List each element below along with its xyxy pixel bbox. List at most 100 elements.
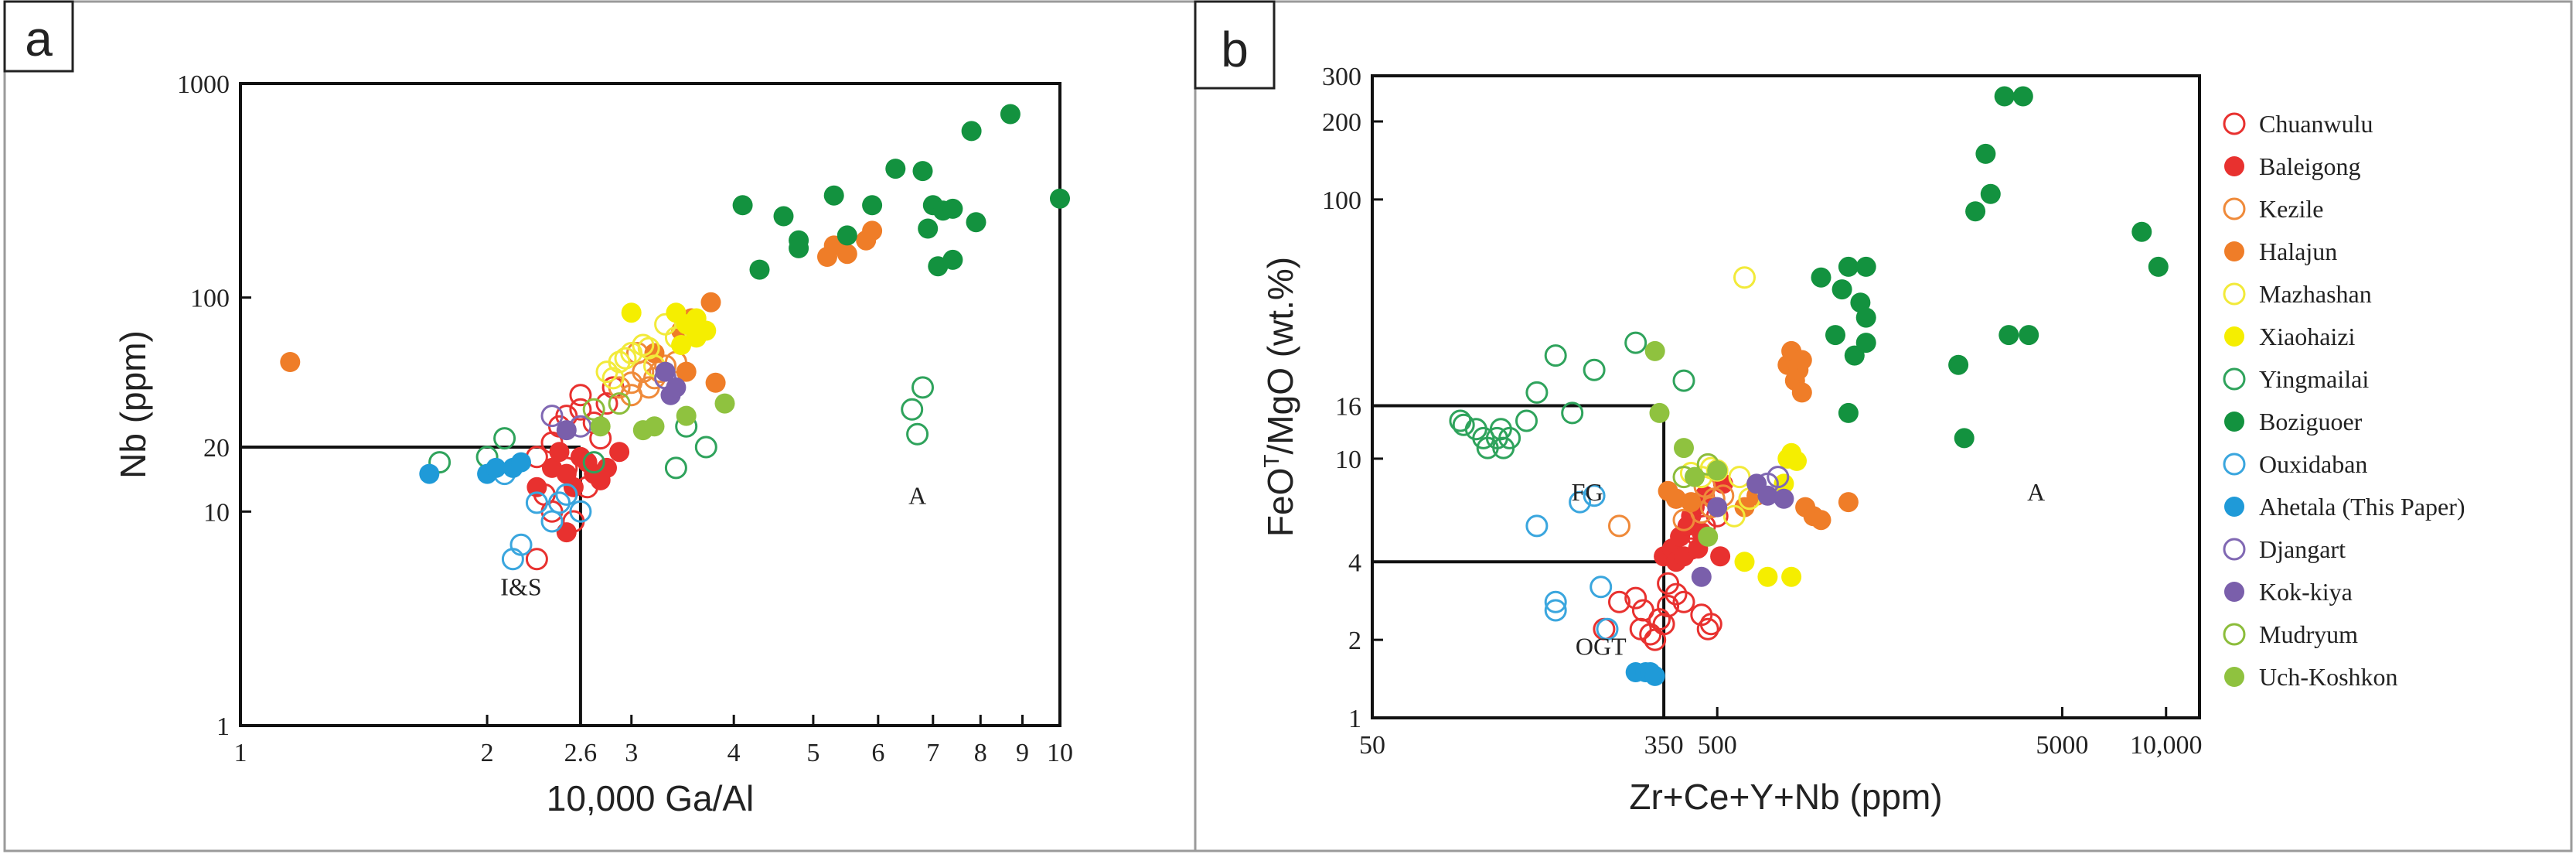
y-tick-label: 1000: [177, 70, 230, 99]
point-boziguoer: [773, 206, 794, 227]
plot-b-y-label-sup: T: [1259, 454, 1283, 467]
panel-b: b 50 350 500 5000 10,000 1 2 4 10 16 100 200 300 FG…: [1194, 0, 2465, 817]
point-kok-kiya: [1707, 497, 1728, 518]
point-ahetala: [486, 457, 506, 478]
legend-label: Ahetala (This Paper): [2259, 493, 2465, 521]
point-uch-koshkon: [1707, 460, 1728, 481]
plot-b-boundaries: [1372, 404, 1666, 718]
plot-a-y-label: Nb (ppm): [113, 330, 153, 479]
point-ouxidaban: [1569, 490, 1592, 514]
y-tick-label: 200: [1322, 108, 1361, 137]
point-boziguoer: [789, 237, 809, 258]
legend-marker: [2223, 453, 2246, 476]
point-chuanwulu: [1699, 613, 1722, 636]
point-boziguoer: [2148, 256, 2169, 277]
panel-b-label-box: [1194, 0, 1276, 90]
point-kok-kiya: [1774, 488, 1794, 509]
point-boziguoer: [837, 225, 857, 246]
legend-marker: [2224, 667, 2244, 687]
legend-marker: [2224, 497, 2244, 517]
point-boziguoer: [1975, 143, 1996, 164]
point-yingmailai: [664, 456, 687, 480]
point-xiaohaizi: [671, 335, 692, 355]
x-tick-label: 2.6: [564, 739, 598, 767]
y-tick-label: 4: [1348, 548, 1361, 577]
point-xiaohaizi: [1757, 566, 1778, 587]
point-yingmailai: [1498, 426, 1521, 449]
point-boziguoer: [862, 195, 883, 216]
point-chuanwulu: [525, 548, 548, 571]
point-uch-koshkon: [644, 416, 665, 437]
plot-b-y-label-main: FeO: [1260, 468, 1300, 537]
x-tick-label: 350: [1644, 731, 1684, 760]
point-baleigong: [526, 477, 547, 497]
figure-frame: [3, 0, 2573, 852]
point-xiaohaizi: [1734, 552, 1755, 572]
point-chuanwulu: [1657, 595, 1680, 617]
y-tick-label: 100: [190, 285, 230, 313]
point-ouxidaban: [1596, 617, 1619, 640]
legend-marker: [2223, 282, 2246, 306]
point-yingmailai: [428, 451, 451, 474]
point-baleigong: [1710, 546, 1731, 567]
legend-marker: [2223, 197, 2246, 220]
point-yingmailai: [1583, 358, 1606, 381]
point-boziguoer: [1980, 183, 2001, 204]
point-halajun: [1811, 510, 1831, 531]
point-yingmailai: [1525, 381, 1549, 404]
x-tick-label: 6: [871, 739, 884, 767]
point-yingmailai: [901, 398, 924, 421]
point-boziguoer: [1838, 402, 1859, 423]
point-uch-koshkon: [1674, 438, 1694, 459]
point-boziguoer: [1855, 307, 1876, 328]
point-boziguoer: [961, 121, 982, 142]
legend-label: Uch-Koshkon: [2259, 663, 2398, 691]
y-tick-label: 16: [1335, 393, 1361, 422]
y-tick-label: 300: [1322, 63, 1361, 91]
point-chuanwulu: [569, 384, 592, 407]
plot-a-field-labels: I&S A: [500, 481, 926, 600]
point-ouxidaban: [555, 483, 578, 506]
plot-b-frame: [1371, 74, 2201, 719]
legend-marker: [2224, 156, 2244, 176]
x-tick-label: 5000: [2036, 731, 2088, 760]
x-tick-label: 1: [234, 739, 247, 767]
point-halajun: [280, 352, 301, 372]
point-halajun: [700, 292, 721, 313]
point-kok-kiya: [666, 377, 687, 398]
plot-a-x-label: 10,000 Ga/Al: [547, 778, 755, 818]
point-mazhashan: [1733, 266, 1756, 289]
y-tick-label: 10: [203, 498, 230, 527]
point-uch-koshkon: [1698, 526, 1719, 547]
point-chuanwulu: [595, 392, 618, 415]
y-tick-label: 100: [1322, 186, 1361, 215]
field-label: OGT: [1576, 633, 1627, 661]
point-boziguoer: [1825, 325, 1845, 346]
point-chuanwulu: [1672, 590, 1695, 613]
point-boziguoer: [942, 249, 963, 270]
point-kok-kiya: [556, 420, 577, 441]
point-mazhashan: [601, 367, 625, 390]
point-boziguoer: [1844, 345, 1865, 366]
legend: Chuanwulu Baleigong Kezile Halajun Mazhashan…: [2223, 110, 2465, 691]
point-ouxidaban: [1583, 484, 1606, 507]
point-mazhashan: [1728, 466, 1751, 489]
legend-label: Mazhashan: [2259, 280, 2372, 308]
y-tick-label: 2: [1348, 627, 1361, 655]
legend-label: Kok-kiya: [2259, 578, 2353, 606]
point-djangart: [540, 405, 564, 428]
legend-label: Ouxidaban: [2259, 450, 2367, 478]
x-tick-label: 10: [1047, 739, 1073, 767]
point-yingmailai: [1515, 409, 1538, 432]
legend-label: Chuanwulu: [2259, 110, 2373, 138]
point-yingmailai: [694, 436, 717, 459]
point-boziguoer: [1855, 256, 1876, 277]
plot-b-y-ticks: 1 2 4 10 16 100 200 300: [1322, 63, 1383, 733]
legend-label: Kezile: [2259, 195, 2324, 223]
legend-marker: [2223, 538, 2246, 561]
legend-marker: [2223, 623, 2246, 646]
point-ouxidaban: [569, 500, 592, 523]
point-boziguoer: [1998, 325, 2019, 346]
point-halajun: [817, 247, 837, 267]
point-chuanwulu: [1644, 628, 1667, 651]
